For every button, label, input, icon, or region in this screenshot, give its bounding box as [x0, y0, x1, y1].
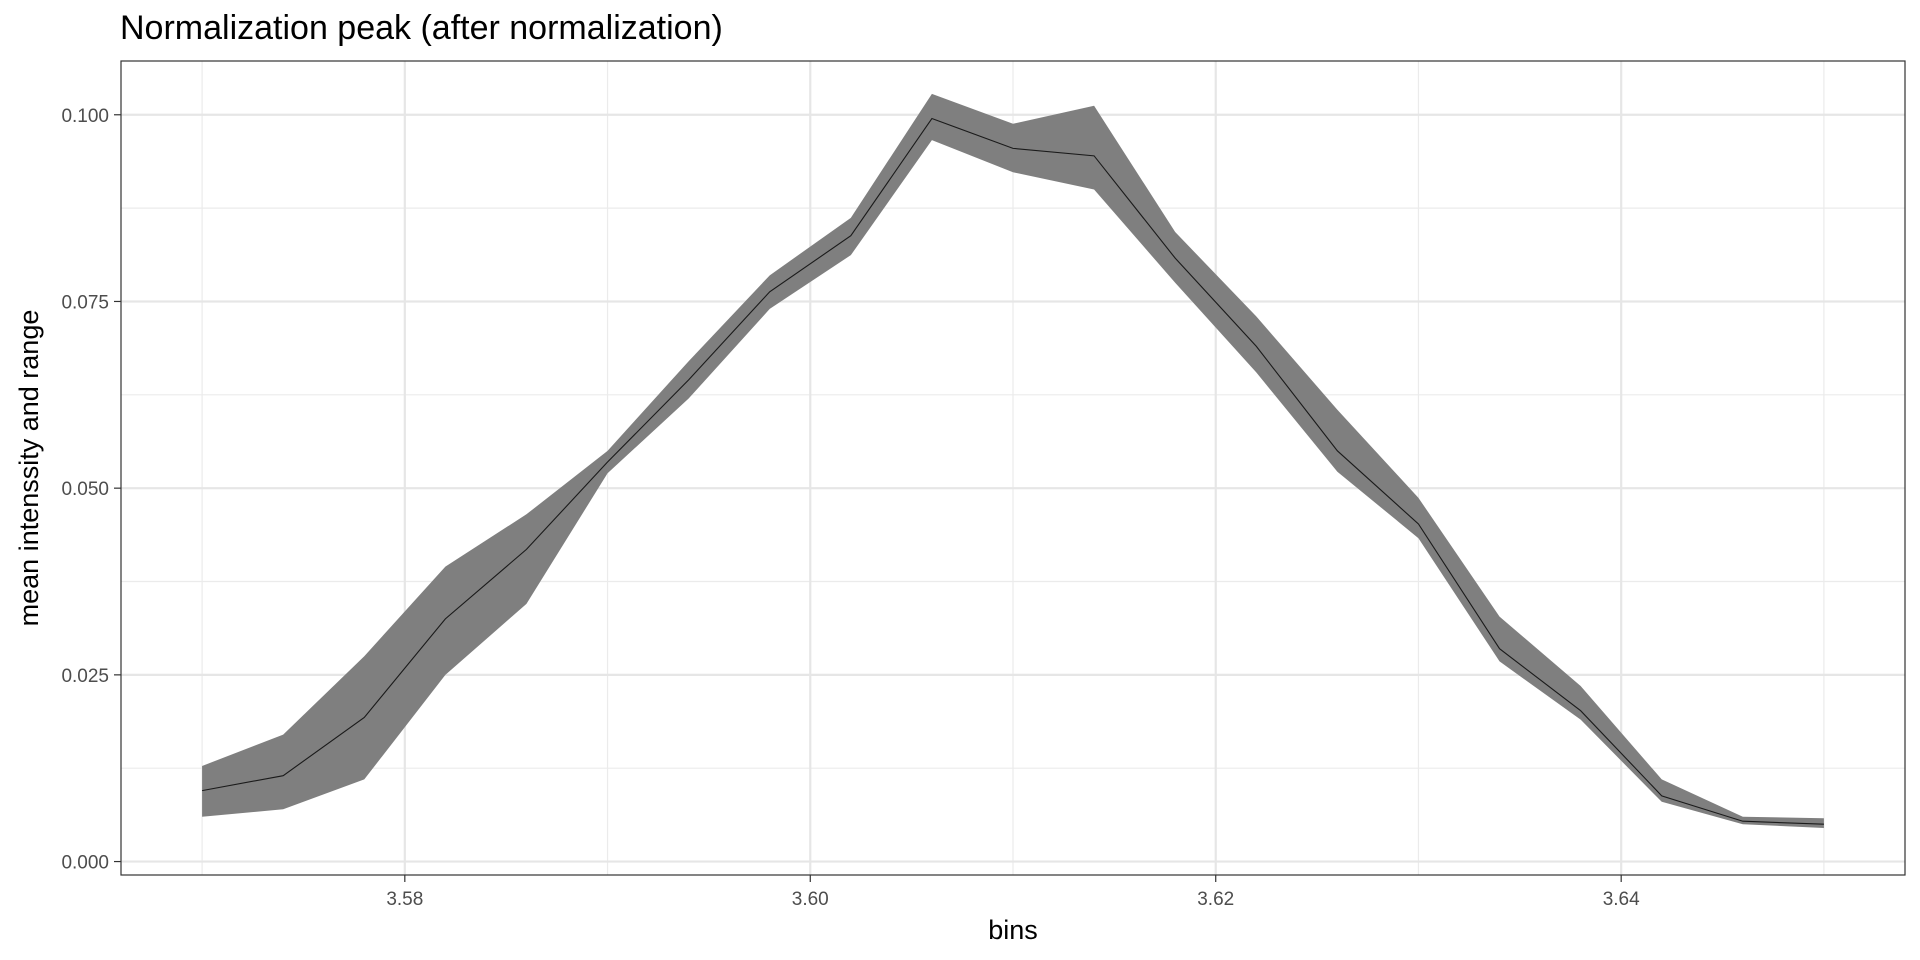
y-tick-label: 0.050: [61, 479, 109, 500]
y-axis-title: mean intenssity and range: [14, 310, 44, 627]
mean-line: [201, 117, 1824, 825]
x-tick-label: 3.60: [792, 889, 829, 910]
x-tick-labels: 3.58 3.60 3.62 3.64: [386, 889, 1640, 910]
chart-title: Normalization peak (after normalization): [120, 9, 723, 47]
ribbon-series: [202, 93, 1824, 828]
axis-ticks: [114, 114, 1622, 882]
y-tick-label: 0.000: [61, 853, 109, 874]
x-tick-label: 3.58: [386, 889, 423, 910]
grid: [121, 61, 1905, 875]
y-tick-label: 0.100: [61, 106, 109, 127]
mean-line-series: [201, 117, 1824, 825]
x-tick-label: 3.62: [1197, 889, 1234, 910]
plot-border: [120, 60, 1906, 876]
range-ribbon: [202, 93, 1824, 828]
y-tick-labels: 0.000 0.025 0.050 0.075 0.100: [61, 106, 109, 874]
y-tick-label: 0.075: [61, 292, 109, 313]
x-axis-title: bins: [988, 915, 1038, 945]
x-tick-label: 3.64: [1603, 889, 1640, 910]
y-tick-label: 0.025: [61, 666, 109, 687]
